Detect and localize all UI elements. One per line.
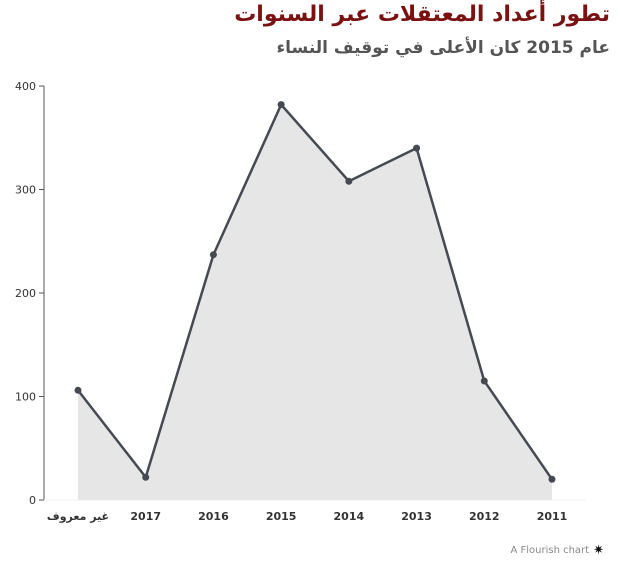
x-tick-label: 2016 bbox=[198, 510, 229, 523]
data-point bbox=[74, 386, 82, 394]
x-tick-label: 2013 bbox=[401, 510, 432, 523]
flourish-credit[interactable]: A Flourish chart ✷ bbox=[510, 544, 604, 557]
chart-title: تطور أعداد المعتقلات عبر السنوات bbox=[234, 2, 610, 27]
y-tick-label: 300 bbox=[15, 184, 36, 197]
x-tick-label: غير معروف bbox=[47, 510, 109, 523]
data-point bbox=[209, 251, 217, 259]
chart-subtitle: عام 2015 كان الأعلى في توقيف النساء bbox=[276, 38, 610, 58]
data-point bbox=[345, 177, 353, 185]
area-fill bbox=[78, 104, 552, 500]
x-tick-label: 2015 bbox=[266, 510, 297, 523]
x-tick-label: 2017 bbox=[130, 510, 161, 523]
data-point bbox=[277, 101, 285, 109]
y-tick-label: 100 bbox=[15, 391, 36, 404]
series-line bbox=[77, 103, 554, 481]
data-point bbox=[142, 473, 150, 481]
x-tick-label: 2011 bbox=[537, 510, 568, 523]
flourish-asterisk-icon: ✷ bbox=[593, 543, 604, 558]
y-tick-label: 200 bbox=[15, 287, 36, 300]
data-point bbox=[413, 144, 421, 152]
x-tick-label: 2012 bbox=[469, 510, 500, 523]
x-tick-label: 2014 bbox=[334, 510, 365, 523]
y-tick-label: 0 bbox=[29, 494, 36, 507]
credit-label: A Flourish chart bbox=[510, 545, 590, 556]
y-tick-label: 400 bbox=[15, 80, 36, 93]
plot-area: 0 100 200 300 400 غير معروف 2017 2016 2015 2014 20… bbox=[15, 80, 585, 523]
data-point bbox=[480, 377, 488, 385]
data-point bbox=[548, 475, 556, 483]
